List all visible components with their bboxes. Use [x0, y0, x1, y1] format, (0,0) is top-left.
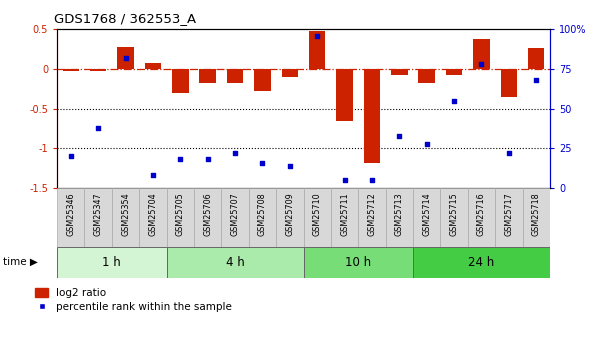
Text: GSM25718: GSM25718 — [532, 193, 541, 236]
Bar — [528, 48, 545, 69]
Text: GSM25716: GSM25716 — [477, 193, 486, 236]
Text: 1 h: 1 h — [103, 256, 121, 269]
Text: GSM25347: GSM25347 — [94, 193, 103, 236]
Bar — [166, 188, 194, 247]
Text: GSM25710: GSM25710 — [313, 193, 322, 236]
Bar — [304, 188, 331, 247]
Bar — [418, 69, 435, 83]
Bar — [364, 69, 380, 162]
Text: GSM25709: GSM25709 — [285, 193, 294, 236]
Bar — [166, 247, 304, 278]
Text: GDS1768 / 362553_A: GDS1768 / 362553_A — [54, 12, 196, 25]
Bar — [112, 188, 139, 247]
Bar — [57, 188, 85, 247]
Point — [531, 77, 541, 83]
Point — [477, 61, 486, 67]
Bar — [90, 69, 106, 71]
Text: GSM25715: GSM25715 — [450, 193, 459, 236]
Bar — [194, 188, 221, 247]
Text: GSM25354: GSM25354 — [121, 193, 130, 236]
Text: time ▶: time ▶ — [3, 257, 38, 267]
Text: GSM25711: GSM25711 — [340, 193, 349, 236]
Point — [230, 150, 240, 156]
Point — [340, 177, 349, 183]
Bar — [145, 63, 161, 69]
Bar — [282, 69, 298, 77]
Point — [121, 55, 130, 61]
Bar — [139, 188, 166, 247]
Bar — [117, 47, 134, 69]
Bar — [63, 69, 79, 71]
Bar — [304, 247, 413, 278]
Bar — [413, 188, 441, 247]
Point — [203, 157, 213, 162]
Bar — [413, 247, 550, 278]
Text: GSM25707: GSM25707 — [231, 193, 240, 236]
Bar — [473, 39, 490, 69]
Bar — [85, 188, 112, 247]
Text: 24 h: 24 h — [468, 256, 495, 269]
Bar — [358, 188, 386, 247]
Bar — [501, 69, 517, 97]
Bar — [57, 247, 166, 278]
Point — [148, 172, 157, 178]
Point — [367, 177, 377, 183]
Bar — [172, 69, 189, 93]
Bar — [446, 69, 462, 75]
Bar — [309, 31, 325, 69]
Text: GSM25705: GSM25705 — [176, 193, 185, 236]
Bar — [522, 188, 550, 247]
Point — [66, 154, 76, 159]
Point — [175, 157, 185, 162]
Bar — [221, 188, 249, 247]
Point — [394, 133, 404, 138]
Bar — [276, 188, 304, 247]
Point — [422, 141, 432, 146]
Text: GSM25714: GSM25714 — [423, 193, 431, 236]
Point — [313, 33, 322, 38]
Text: 10 h: 10 h — [345, 256, 371, 269]
Text: GSM25706: GSM25706 — [203, 193, 212, 236]
Text: GSM25346: GSM25346 — [66, 193, 75, 236]
Text: GSM25704: GSM25704 — [148, 193, 157, 236]
Text: GSM25713: GSM25713 — [395, 193, 404, 236]
Bar — [337, 69, 353, 121]
Point — [258, 160, 267, 165]
Bar — [468, 188, 495, 247]
Point — [285, 163, 294, 169]
Point — [450, 98, 459, 104]
Text: GSM25717: GSM25717 — [504, 193, 513, 236]
Point — [93, 125, 103, 130]
Bar — [200, 69, 216, 83]
Bar — [227, 69, 243, 83]
Text: GSM25712: GSM25712 — [367, 193, 376, 236]
Text: 4 h: 4 h — [226, 256, 245, 269]
Bar — [441, 188, 468, 247]
Bar — [391, 69, 407, 75]
Bar — [331, 188, 358, 247]
Bar — [254, 69, 270, 91]
Legend: log2 ratio, percentile rank within the sample: log2 ratio, percentile rank within the s… — [35, 288, 232, 312]
Text: GSM25708: GSM25708 — [258, 193, 267, 236]
Point — [504, 150, 514, 156]
Bar — [386, 188, 413, 247]
Bar — [249, 188, 276, 247]
Bar — [495, 188, 522, 247]
